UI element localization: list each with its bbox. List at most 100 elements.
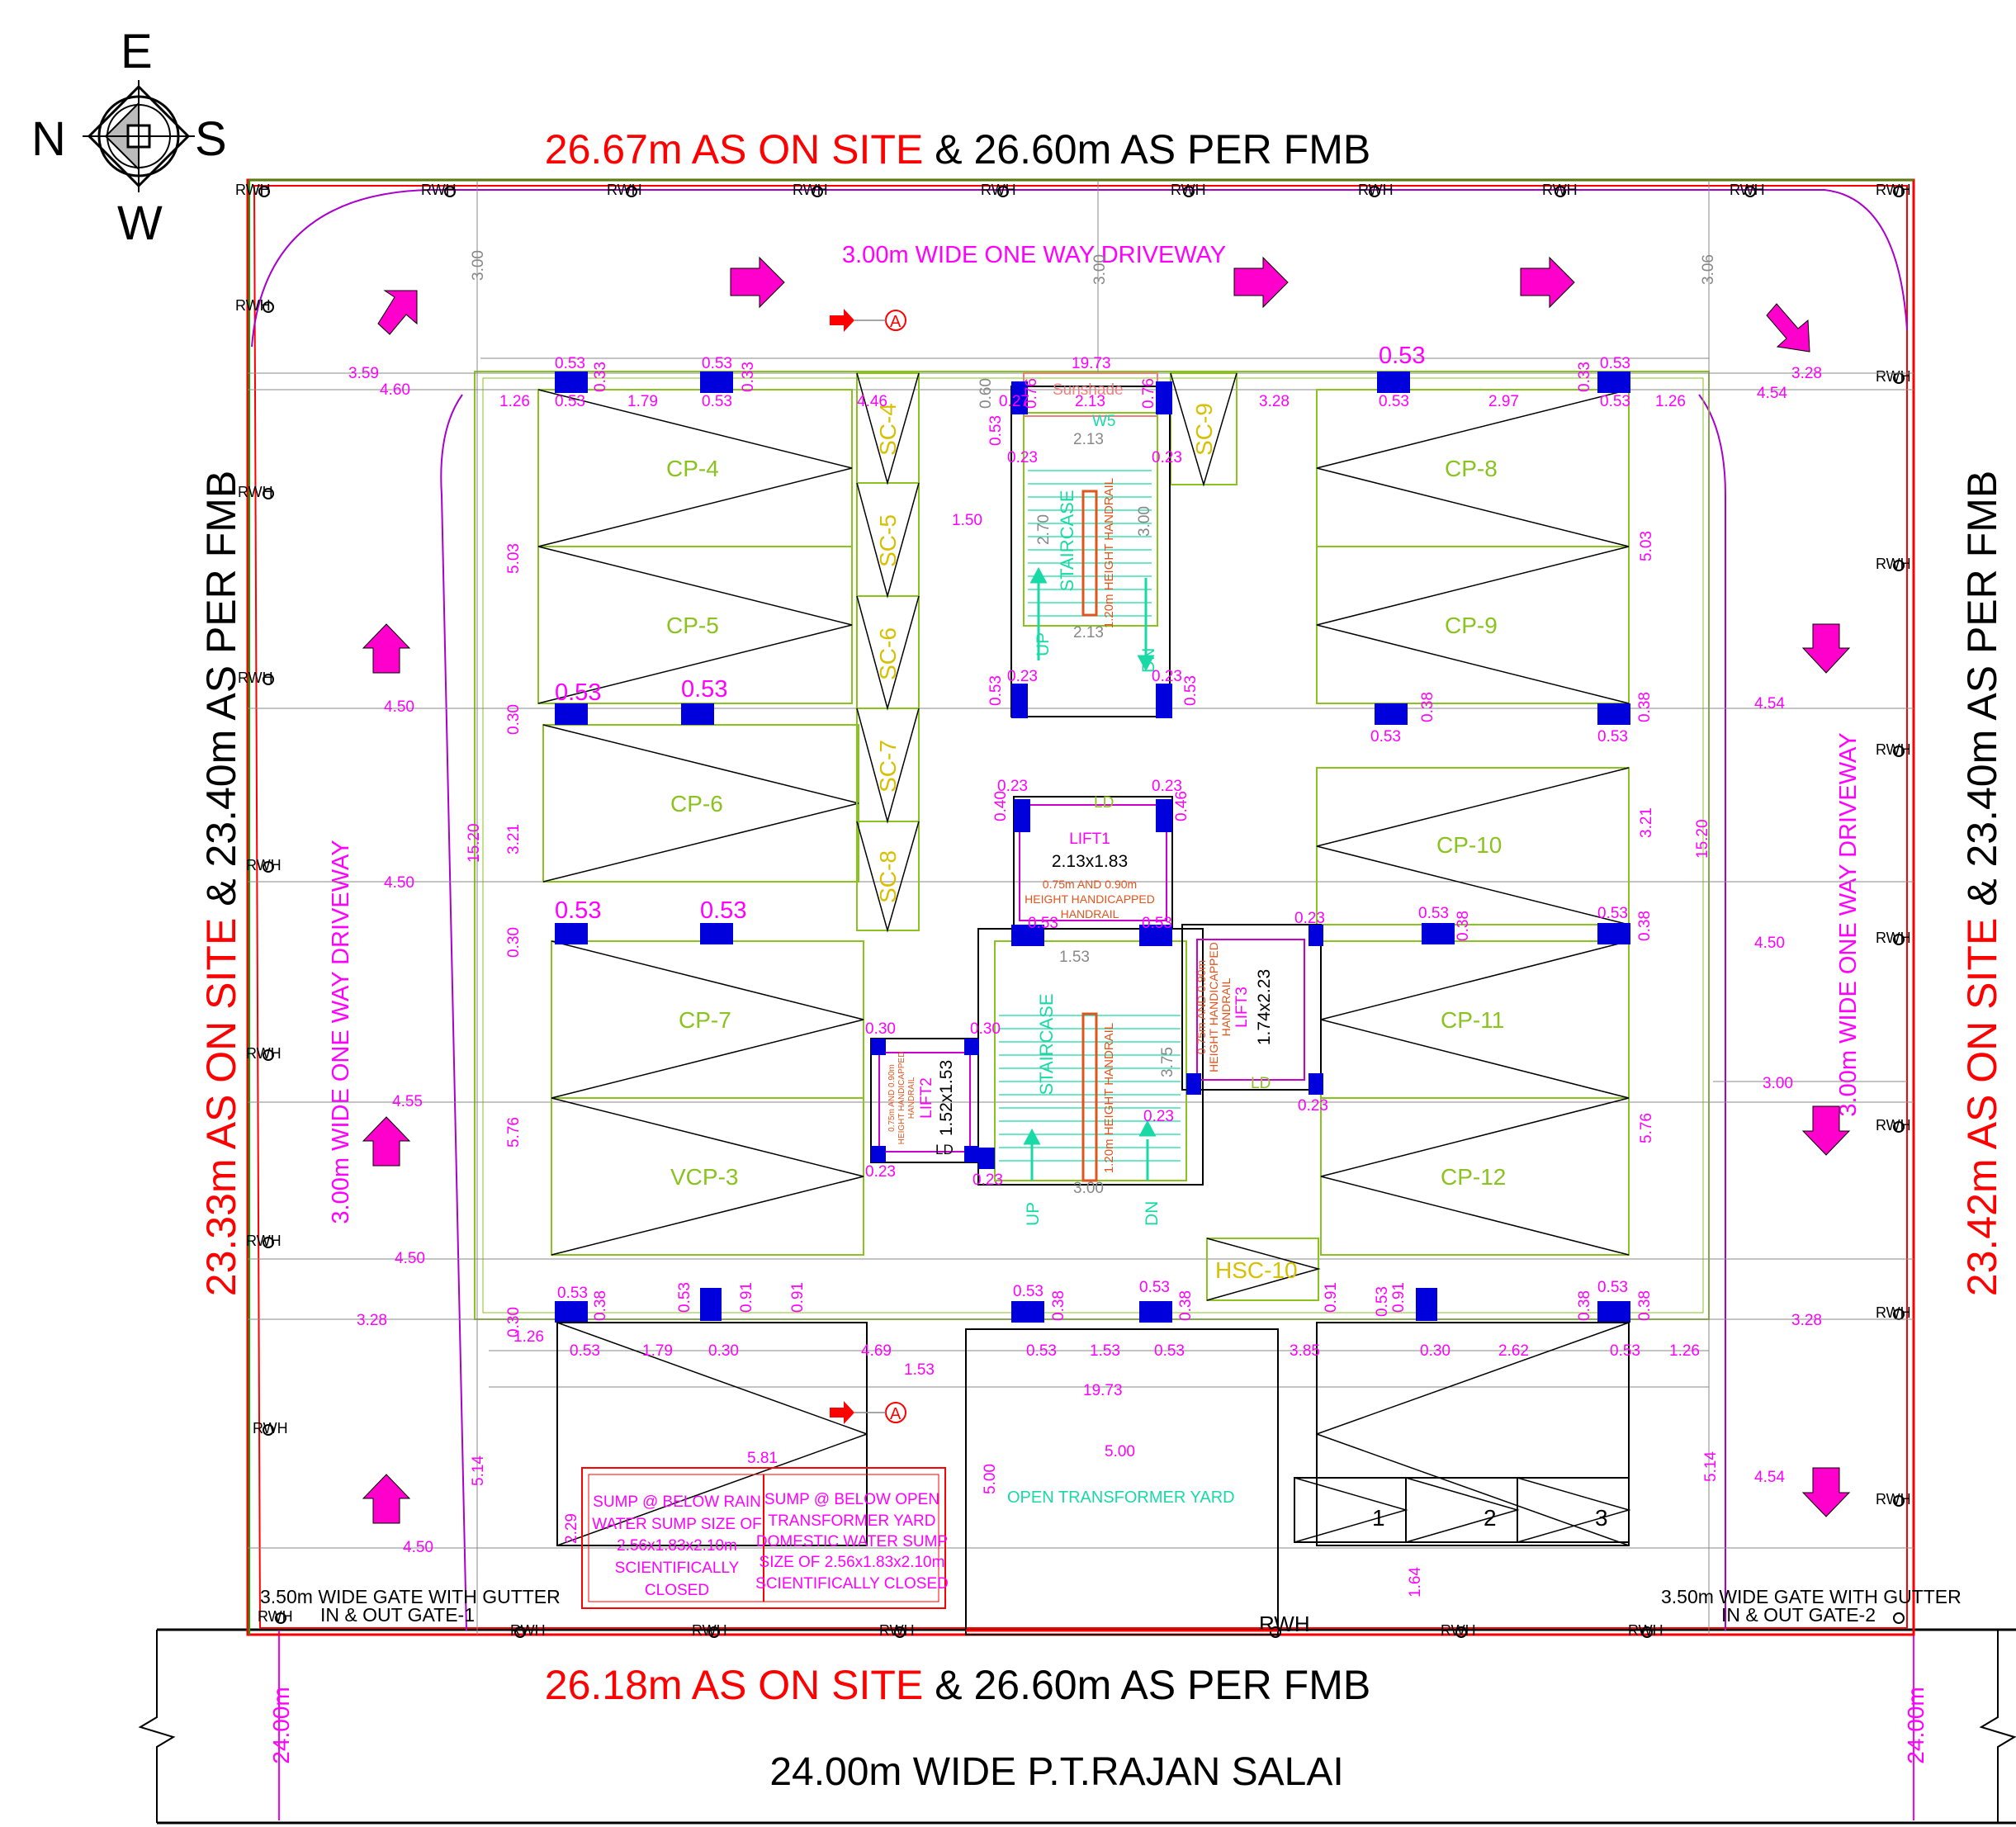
rwh-label: RWH — [692, 1622, 727, 1639]
rwh-label: RWH — [981, 182, 1016, 198]
lift2-label: LIFT2 — [918, 1077, 935, 1119]
parking-cp9: CP-9 — [1445, 613, 1498, 638]
dim-label: 0.53 — [1026, 1342, 1057, 1360]
dim-label: 0.23 — [1007, 668, 1038, 685]
dim-label: 19.73 — [1072, 355, 1111, 372]
dim-label: 1.79 — [642, 1342, 673, 1360]
sump1-line3: 2.56x1.83x2.10m — [617, 1537, 737, 1555]
lift1-ld: LD — [1094, 794, 1114, 812]
right-driveway-label: 3.00m WIDE ONE WAY DRIVEWAY — [1835, 732, 1862, 1116]
right-boundary-title: 23.42m AS ON SITE & 23.40m AS PER FMB — [1959, 471, 2005, 1296]
rwh-label-main: RWH — [1259, 1612, 1310, 1636]
rwh-label: RWH — [1171, 182, 1206, 198]
lift2-ld: LD — [935, 1142, 954, 1157]
dim-label: 4.50 — [395, 1250, 425, 1267]
dim-label: 2.62 — [1498, 1342, 1529, 1360]
scooter-sc8: SC-8 — [875, 850, 901, 903]
rwh-label: RWH — [1876, 930, 1911, 946]
left-boundary-title: 23.33m AS ON SITE & 23.40m AS PER FMB — [198, 471, 244, 1296]
lift2-note-2: HEIGHT HANDICAPPED — [897, 1052, 906, 1145]
dim-label: 5.14 — [1702, 1451, 1720, 1482]
scooter-sc5: SC-5 — [875, 514, 901, 567]
dim-label: 0.38 — [1636, 1290, 1654, 1321]
dim-label: 0.30 — [865, 1020, 896, 1038]
dim-label: 0.23 — [865, 1163, 896, 1181]
rwh-label: RWH — [510, 1622, 546, 1639]
vertical-dimension-labels: 3.00 3.00 3.06 5.03 5.03 3.21 3.21 5.76 … — [466, 250, 1720, 1597]
gate2-line2: IN & OUT GATE-2 — [1721, 1604, 1876, 1626]
dim-label: 5.00 — [1105, 1443, 1135, 1460]
bottom-fmb-dim: & 26.60m AS PER FMB — [923, 1662, 1370, 1708]
dim-label: 0.53 — [1597, 905, 1628, 922]
left-driveway-label: 3.00m WIDE ONE WAY DRIVEWAY — [328, 840, 354, 1224]
col-size-label: 0.53 — [681, 676, 727, 703]
staircase-bottom-label: STAIRCASE — [1036, 993, 1057, 1095]
scooter-sc9: SC-9 — [1191, 403, 1217, 456]
dim-label: 3.28 — [1791, 365, 1822, 382]
compass-north: N — [31, 112, 66, 166]
scooter-sc6: SC-6 — [875, 627, 901, 680]
section-a-top: A — [890, 313, 902, 331]
staircase-dn-bottom: DN — [1143, 1201, 1162, 1226]
window-w5: W5 — [1092, 413, 1116, 430]
dim-label: 3.06 — [1700, 254, 1717, 285]
dim-label: 0.53 — [702, 355, 732, 372]
top-site-dim: 26.67m AS ON SITE — [545, 126, 924, 173]
dim-label: 0.23 — [1152, 449, 1182, 466]
column-size-labels: 0.53 0.53 0.53 0.53 — [555, 676, 746, 924]
dim-label: 0.53 — [1597, 728, 1628, 745]
rwh-label: RWH — [1876, 1304, 1911, 1321]
parking-cp10: CP-10 — [1436, 832, 1502, 858]
rwh-labels: RWH RWH RWH RWH RWH RWH RWH RWH RWH RWH … — [235, 182, 1911, 1639]
parking-cp4: CP-4 — [666, 456, 719, 481]
dim-label: 4.50 — [403, 1539, 433, 1556]
meter-3: 3 — [1595, 1505, 1608, 1531]
dim-label: 0.53 — [987, 415, 1005, 446]
dim-label: 0.23 — [997, 778, 1028, 795]
sump2-line4: SIZE OF 2.56x1.83x2.10m — [760, 1554, 945, 1571]
dim-label: 0.53 — [1600, 393, 1630, 410]
driveway-arrows — [362, 256, 1851, 1524]
dim-label: 0.30 — [1420, 1342, 1450, 1360]
scooter-hsc10: HSC-10 — [1215, 1257, 1298, 1283]
dim-label: 0.23 — [1143, 1108, 1174, 1125]
dim-label: 1.26 — [499, 393, 530, 410]
dim-label: 1.53 — [904, 1361, 935, 1379]
right-site-dim: 23.42m AS ON SITE — [1959, 918, 2005, 1297]
dim-label: 0.53 — [1182, 675, 1200, 706]
right-fmb-dim: & 23.40m AS PER FMB — [1959, 471, 2005, 918]
dim-label: 19.73 — [1083, 1382, 1123, 1399]
left-fmb-dim: & 23.40m AS PER FMB — [198, 471, 244, 918]
rwh-label: RWH — [879, 1622, 915, 1639]
staircase-up-bottom: UP — [1024, 1202, 1043, 1226]
dim-label: 0.53 — [1013, 1283, 1043, 1300]
rwh-label: RWH — [607, 182, 642, 198]
rwh-label: RWH — [1730, 182, 1765, 198]
dim-label: 0.27 — [999, 393, 1029, 410]
rwh-label: RWH — [258, 1608, 293, 1625]
rwh-label: RWH — [1876, 368, 1911, 385]
dim-label: 0.33 — [740, 362, 757, 392]
lift1-label: LIFT1 — [1069, 831, 1110, 848]
dim-label: 0.46 — [1173, 791, 1190, 821]
sump1-line2: WATER SUMP SIZE OF — [592, 1516, 762, 1533]
dim-label: 0.30 — [505, 927, 523, 958]
dim-label: 0.30 — [505, 704, 523, 735]
lift3-size: 1.74x2.23 — [1255, 969, 1274, 1045]
dim-label: 0.23 — [1152, 778, 1182, 795]
dim-label: 3.28 — [1259, 393, 1290, 410]
dim-label: 4.54 — [1754, 1469, 1785, 1486]
road-width-left: 24.00m — [268, 1687, 294, 1763]
rwh-label: RWH — [1358, 182, 1394, 198]
parking-cp8: CP-8 — [1445, 456, 1498, 481]
compass-south: S — [195, 112, 227, 166]
lift1-note-2: HEIGHT HANDICAPPED — [1025, 892, 1155, 906]
staircase-dn-top: DN — [1139, 648, 1158, 673]
lift3-note-3: HANDRAIL — [1219, 977, 1233, 1036]
lift1-note-3: HANDRAIL — [1061, 907, 1119, 921]
dim-label: 0.53 — [1374, 1286, 1391, 1317]
parking-cp12: CP-12 — [1441, 1164, 1506, 1190]
dim-label: 0.53 — [987, 675, 1005, 706]
dim-label: 0.76 — [1023, 378, 1040, 409]
dim-label: 4.55 — [392, 1093, 423, 1110]
